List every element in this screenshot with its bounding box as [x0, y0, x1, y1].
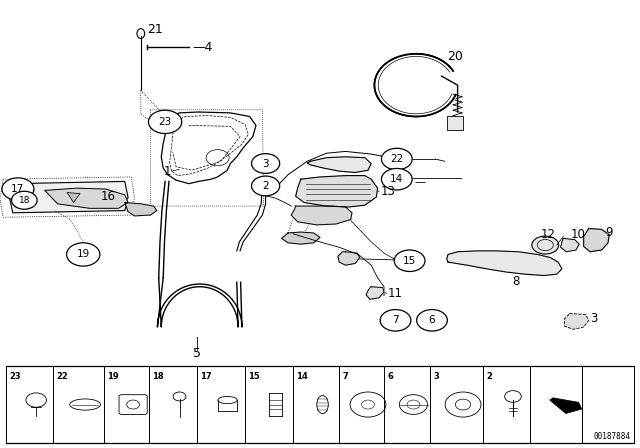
- Polygon shape: [307, 157, 371, 172]
- Polygon shape: [10, 181, 128, 213]
- Circle shape: [2, 178, 34, 200]
- Circle shape: [380, 310, 411, 331]
- Text: 22: 22: [56, 372, 68, 381]
- Text: 15: 15: [403, 256, 416, 266]
- Ellipse shape: [137, 29, 145, 39]
- Text: 18: 18: [19, 196, 30, 205]
- Circle shape: [417, 310, 447, 331]
- Text: 6: 6: [387, 372, 393, 381]
- Text: 5: 5: [193, 347, 201, 361]
- Text: 7: 7: [392, 315, 399, 325]
- Text: 19: 19: [77, 250, 90, 259]
- Polygon shape: [447, 251, 562, 276]
- Polygon shape: [561, 238, 579, 252]
- Text: 22: 22: [390, 154, 403, 164]
- Text: —: —: [415, 177, 426, 187]
- Text: 17: 17: [200, 372, 212, 381]
- Circle shape: [381, 148, 412, 170]
- Circle shape: [148, 110, 182, 134]
- Text: 21: 21: [147, 22, 163, 36]
- Text: 3: 3: [590, 311, 598, 325]
- Polygon shape: [584, 228, 609, 252]
- Text: 9: 9: [605, 226, 613, 240]
- Text: 17: 17: [12, 184, 24, 194]
- Circle shape: [12, 191, 37, 209]
- Text: 2: 2: [486, 372, 492, 381]
- Polygon shape: [125, 202, 157, 216]
- Text: 18: 18: [152, 372, 164, 381]
- Text: 10: 10: [571, 228, 586, 241]
- Text: 15: 15: [248, 372, 260, 381]
- Text: 8: 8: [512, 275, 520, 288]
- Text: 12: 12: [541, 228, 556, 241]
- Text: 14: 14: [390, 174, 403, 184]
- Text: 23: 23: [10, 372, 21, 381]
- Text: 7: 7: [342, 372, 348, 381]
- Polygon shape: [550, 398, 582, 414]
- Text: 11: 11: [388, 287, 403, 300]
- Polygon shape: [67, 193, 80, 202]
- Polygon shape: [338, 252, 360, 265]
- Text: 13: 13: [381, 185, 396, 198]
- FancyBboxPatch shape: [447, 116, 463, 130]
- Text: 19: 19: [108, 372, 119, 381]
- Polygon shape: [564, 314, 589, 329]
- Ellipse shape: [532, 236, 559, 254]
- Polygon shape: [45, 188, 128, 208]
- Polygon shape: [296, 176, 378, 207]
- Text: 6: 6: [429, 315, 435, 325]
- Text: 14: 14: [296, 372, 308, 381]
- Polygon shape: [366, 287, 384, 299]
- Text: 3: 3: [433, 372, 439, 381]
- Text: 23: 23: [159, 117, 172, 127]
- Circle shape: [252, 176, 280, 196]
- Text: 16: 16: [101, 190, 116, 203]
- Circle shape: [252, 154, 280, 173]
- Circle shape: [381, 168, 412, 190]
- Text: 1: 1: [164, 164, 172, 178]
- Polygon shape: [291, 206, 352, 225]
- Circle shape: [67, 243, 100, 266]
- Circle shape: [394, 250, 425, 271]
- Text: 3: 3: [262, 159, 269, 168]
- Text: 2: 2: [262, 181, 269, 191]
- Polygon shape: [282, 232, 320, 244]
- Text: 00187884: 00187884: [593, 432, 630, 441]
- Text: 20: 20: [447, 50, 463, 64]
- Text: —4: —4: [192, 40, 212, 54]
